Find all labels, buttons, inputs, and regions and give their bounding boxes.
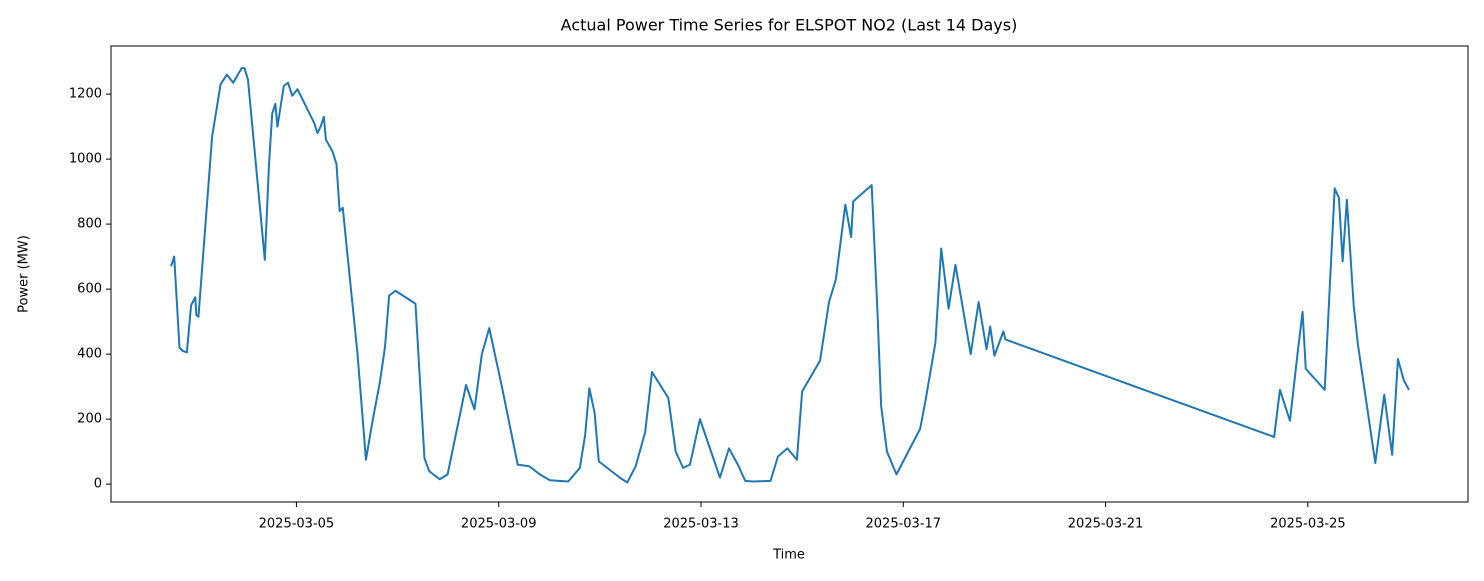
y-tick-label: 0 (94, 477, 102, 492)
x-axis-label: Time (772, 548, 805, 563)
y-tick-label: 1000 (69, 152, 102, 167)
x-tick-label: 2025-03-21 (1068, 517, 1144, 532)
x-tick-label: 2025-03-09 (461, 517, 537, 532)
x-tick-label: 2025-03-17 (866, 517, 942, 532)
x-tick-label: 2025-03-25 (1270, 517, 1346, 532)
x-tick-label: 2025-03-05 (259, 517, 335, 532)
y-tick-label: 600 (77, 282, 102, 297)
y-tick-label: 400 (77, 347, 102, 362)
plot-frame (110, 45, 1469, 503)
y-tick-label: 1200 (69, 87, 102, 102)
y-axis-label: Power (MW) (17, 235, 32, 313)
y-tick-label: 800 (77, 217, 102, 232)
chart-title: Actual Power Time Series for ELSPOT NO2 … (561, 16, 1018, 35)
x-tick-label: 2025-03-13 (663, 517, 739, 532)
data-line (170, 67, 1410, 484)
y-tick-label: 200 (77, 412, 102, 427)
